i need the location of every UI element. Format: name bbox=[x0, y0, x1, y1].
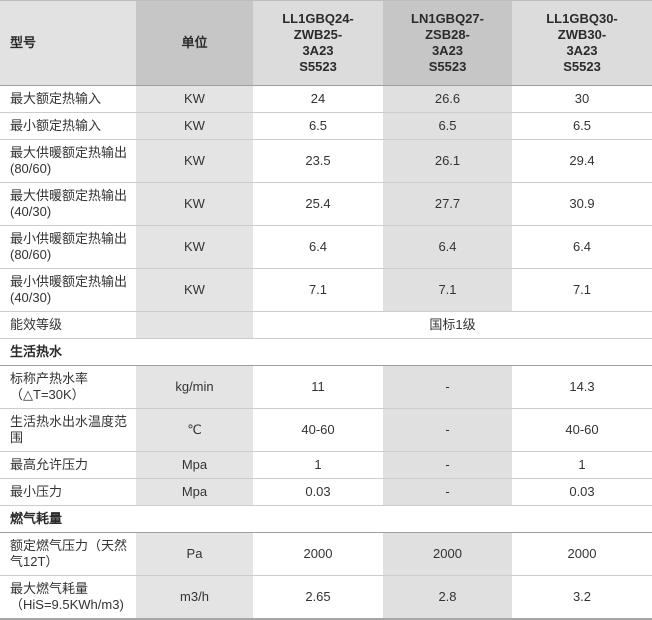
row-label: 最大供暖额定热输出 (40/30) bbox=[0, 182, 136, 226]
row-label: 最小供暖额定热输出 (40/30) bbox=[0, 268, 136, 312]
row-unit: Mpa bbox=[136, 478, 253, 506]
section-title: 燃气耗量 bbox=[0, 505, 652, 533]
value-model-3: 2000 bbox=[512, 532, 652, 576]
value-model-2: 26.6 bbox=[383, 85, 512, 113]
section-row: 燃气耗量 bbox=[0, 505, 652, 533]
table-row: 最小供暖额定热输出 (80/60) KW 6.4 6.4 6.4 bbox=[0, 225, 652, 269]
row-unit: KW bbox=[136, 139, 253, 183]
section-row: 生活热水 bbox=[0, 338, 652, 366]
value-model-3: 30.9 bbox=[512, 182, 652, 226]
row-unit: KW bbox=[136, 225, 253, 269]
header-model-1: LL1GBQ24- ZWB25- 3A23 S5523 bbox=[253, 0, 383, 86]
row-label: 最大供暖额定热输出 (80/60) bbox=[0, 139, 136, 183]
row-label: 最小供暖额定热输出 (80/60) bbox=[0, 225, 136, 269]
value-model-3: 3.2 bbox=[512, 575, 652, 620]
table-row: 最大燃气耗量 （HiS=9.5KWh/m3) m3/h 2.65 2.8 3.2 bbox=[0, 575, 652, 620]
table-row: 最小供暖额定热输出 (40/30) KW 7.1 7.1 7.1 bbox=[0, 268, 652, 312]
table-row: 生活热水出水温度范 围 ℃ 40-60-40-60 bbox=[0, 408, 652, 452]
value-model-2: 6.4 bbox=[383, 225, 512, 269]
value-model-2: - bbox=[383, 478, 512, 506]
value-model-3: 6.5 bbox=[512, 112, 652, 140]
value-model-2: 2000 bbox=[383, 532, 512, 576]
table-row: 标称产热水率 （△T=30K） kg/min 11-14.3 bbox=[0, 365, 652, 409]
header-model-2: LN1GBQ27- ZSB28- 3A23 S5523 bbox=[383, 0, 512, 86]
row-unit: KW bbox=[136, 112, 253, 140]
value-model-1: 6.4 bbox=[253, 225, 383, 269]
row-unit: ℃ bbox=[136, 408, 253, 452]
value-model-3: 7.1 bbox=[512, 268, 652, 312]
row-unit: KW bbox=[136, 182, 253, 226]
row-unit: KW bbox=[136, 85, 253, 113]
value-model-2: 27.7 bbox=[383, 182, 512, 226]
table-row: 最高允许压力 Mpa 1-1 bbox=[0, 451, 652, 479]
row-unit: kg/min bbox=[136, 365, 253, 409]
value-model-3: 6.4 bbox=[512, 225, 652, 269]
table-row: 能效等级 国标1级 bbox=[0, 311, 652, 339]
header-model-column: 型号 bbox=[0, 0, 136, 86]
table-row: 最小额定热输入 KW 6.5 6.5 6.5 bbox=[0, 112, 652, 140]
row-unit: Mpa bbox=[136, 451, 253, 479]
value-model-3: 1 bbox=[512, 451, 652, 479]
row-unit: Pa bbox=[136, 532, 253, 576]
value-model-3: 29.4 bbox=[512, 139, 652, 183]
header-row: 型号 单位 LL1GBQ24- ZWB25- 3A23 S5523 LN1GBQ… bbox=[0, 0, 652, 86]
value-model-1: 23.5 bbox=[253, 139, 383, 183]
row-unit: m3/h bbox=[136, 575, 253, 620]
value-model-1: 40-60 bbox=[253, 408, 383, 452]
value-model-1: 11 bbox=[253, 365, 383, 409]
value-model-1: 1 bbox=[253, 451, 383, 479]
row-label: 能效等级 bbox=[0, 311, 136, 339]
value-model-2: 2.8 bbox=[383, 575, 512, 620]
value-model-2: 7.1 bbox=[383, 268, 512, 312]
value-model-1: 6.5 bbox=[253, 112, 383, 140]
row-label: 标称产热水率 （△T=30K） bbox=[0, 365, 136, 409]
spec-table-body: 最大额定热输入 KW 24 26.6 30 最小额定热输入 KW 6.5 6.5 6.5 最大供暖额… bbox=[0, 85, 652, 620]
row-label: 最大额定热输入 bbox=[0, 85, 136, 113]
table-row: 额定燃气压力（天然 气12T） Pa 2000 2000 2000 bbox=[0, 532, 652, 576]
value-model-1: 2000 bbox=[253, 532, 383, 576]
value-model-1: 0.03 bbox=[253, 478, 383, 506]
row-label: 生活热水出水温度范 围 bbox=[0, 408, 136, 452]
value-model-1: 7.1 bbox=[253, 268, 383, 312]
value-model-1: 2.65 bbox=[253, 575, 383, 620]
merged-value: 国标1级 bbox=[253, 311, 652, 339]
row-label: 最高允许压力 bbox=[0, 451, 136, 479]
value-model-2: - bbox=[383, 408, 512, 452]
value-model-1: 24 bbox=[253, 85, 383, 113]
table-row: 最小压力 Mpa 0.03-0.03 bbox=[0, 478, 652, 506]
row-label: 最大燃气耗量 （HiS=9.5KWh/m3) bbox=[0, 575, 136, 620]
value-model-1: 25.4 bbox=[253, 182, 383, 226]
row-unit: KW bbox=[136, 268, 253, 312]
value-model-3: 0.03 bbox=[512, 478, 652, 506]
value-model-2: - bbox=[383, 451, 512, 479]
value-model-2: 26.1 bbox=[383, 139, 512, 183]
value-model-3: 14.3 bbox=[512, 365, 652, 409]
header-unit-column: 单位 bbox=[136, 0, 253, 86]
row-label: 最小额定热输入 bbox=[0, 112, 136, 140]
table-row: 最大供暖额定热输出 (80/60) KW 23.5 26.1 29.4 bbox=[0, 139, 652, 183]
table-row: 最大额定热输入 KW 24 26.6 30 bbox=[0, 85, 652, 113]
row-label: 额定燃气压力（天然 气12T） bbox=[0, 532, 136, 576]
value-model-2: - bbox=[383, 365, 512, 409]
table-row: 最大供暖额定热输出 (40/30) KW 25.4 27.7 30.9 bbox=[0, 182, 652, 226]
value-model-2: 6.5 bbox=[383, 112, 512, 140]
value-model-3: 30 bbox=[512, 85, 652, 113]
section-title: 生活热水 bbox=[0, 338, 652, 366]
header-model-3: LL1GBQ30- ZWB30- 3A23 S5523 bbox=[512, 0, 652, 86]
row-unit bbox=[136, 311, 253, 339]
row-label: 最小压力 bbox=[0, 478, 136, 506]
value-model-3: 40-60 bbox=[512, 408, 652, 452]
